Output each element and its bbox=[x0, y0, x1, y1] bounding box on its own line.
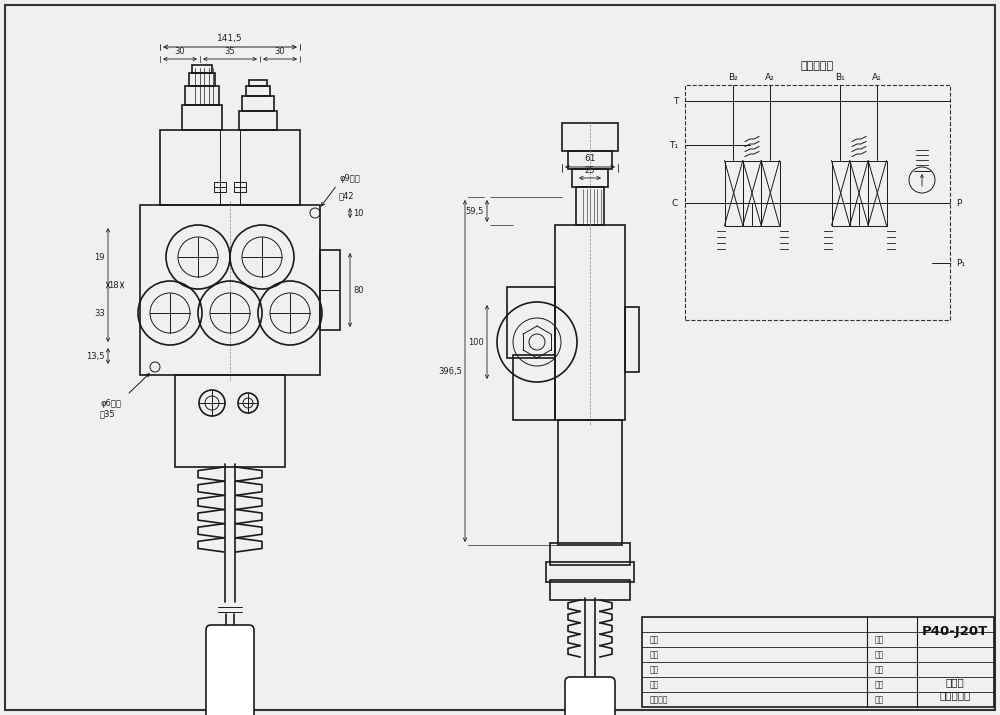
Bar bbox=[568, 151, 612, 169]
Bar bbox=[192, 65, 212, 73]
Bar bbox=[513, 355, 555, 420]
Text: 工艺审查: 工艺审查 bbox=[650, 695, 668, 704]
Text: 35: 35 bbox=[225, 47, 235, 56]
Text: P₁: P₁ bbox=[956, 259, 965, 267]
Text: 30: 30 bbox=[175, 47, 185, 56]
Bar bbox=[185, 86, 219, 105]
Bar bbox=[246, 86, 270, 96]
Bar bbox=[850, 160, 868, 225]
FancyBboxPatch shape bbox=[206, 625, 254, 715]
Bar bbox=[242, 96, 274, 111]
Text: 校核: 校核 bbox=[650, 650, 659, 659]
Text: 高35: 高35 bbox=[100, 409, 116, 418]
Text: T: T bbox=[673, 97, 678, 106]
Text: P40-J20T: P40-J20T bbox=[922, 624, 988, 638]
Bar bbox=[507, 287, 555, 358]
Text: 高42: 高42 bbox=[339, 191, 355, 200]
Text: 19: 19 bbox=[95, 252, 105, 262]
Bar bbox=[546, 562, 634, 582]
Text: 25: 25 bbox=[585, 166, 595, 175]
Bar bbox=[175, 375, 285, 467]
Bar bbox=[214, 182, 226, 192]
Bar bbox=[576, 187, 604, 225]
Bar bbox=[724, 160, 743, 225]
Text: 重量: 重量 bbox=[875, 695, 884, 704]
Bar bbox=[550, 580, 630, 600]
Bar bbox=[140, 205, 320, 375]
Text: 材料: 材料 bbox=[875, 680, 884, 689]
Text: 33: 33 bbox=[94, 308, 105, 317]
Text: 18: 18 bbox=[108, 280, 119, 290]
Bar bbox=[182, 105, 222, 130]
Bar bbox=[685, 85, 950, 320]
Bar bbox=[868, 160, 887, 225]
Bar bbox=[562, 123, 618, 151]
Text: 13,5: 13,5 bbox=[87, 352, 105, 360]
Bar bbox=[743, 160, 761, 225]
Text: 液压原理图: 液压原理图 bbox=[801, 61, 834, 71]
Bar bbox=[558, 420, 622, 545]
Text: T₁: T₁ bbox=[669, 141, 678, 149]
Bar bbox=[189, 73, 215, 86]
Bar bbox=[239, 111, 277, 130]
Text: A₂: A₂ bbox=[765, 73, 775, 82]
Text: 100: 100 bbox=[468, 337, 484, 347]
Text: B₁: B₁ bbox=[835, 73, 845, 82]
Bar bbox=[832, 160, 850, 225]
Text: P: P bbox=[956, 199, 961, 207]
Text: 59,5: 59,5 bbox=[466, 207, 484, 215]
Bar bbox=[642, 617, 994, 707]
Text: 比例: 比例 bbox=[875, 650, 884, 659]
Bar bbox=[249, 80, 267, 86]
Text: 数量: 数量 bbox=[875, 665, 884, 674]
Text: φ6小孔: φ6小孔 bbox=[100, 399, 121, 408]
Text: 设计: 设计 bbox=[650, 635, 659, 644]
Bar bbox=[550, 543, 630, 565]
Text: 141,5: 141,5 bbox=[217, 34, 243, 43]
Bar bbox=[320, 250, 340, 330]
Bar bbox=[555, 225, 625, 420]
Text: 审核: 审核 bbox=[650, 665, 659, 674]
Bar bbox=[625, 307, 639, 372]
Bar bbox=[572, 169, 608, 187]
Text: 61: 61 bbox=[584, 154, 596, 163]
Bar bbox=[761, 160, 780, 225]
Text: 多路阀
外形尺寸图: 多路阀 外形尺寸图 bbox=[939, 677, 971, 701]
Text: 80: 80 bbox=[353, 285, 364, 295]
Text: C: C bbox=[672, 199, 678, 207]
Text: 396,5: 396,5 bbox=[438, 367, 462, 375]
Text: 10: 10 bbox=[353, 209, 364, 217]
Text: 批准: 批准 bbox=[650, 680, 659, 689]
Bar bbox=[234, 182, 246, 192]
Text: 图号: 图号 bbox=[875, 635, 884, 644]
Text: 30: 30 bbox=[275, 47, 285, 56]
Bar bbox=[160, 130, 300, 205]
FancyBboxPatch shape bbox=[565, 677, 615, 715]
Text: B₂: B₂ bbox=[728, 73, 738, 82]
Text: φ9小孔: φ9小孔 bbox=[339, 174, 360, 183]
Text: A₁: A₁ bbox=[872, 73, 882, 82]
